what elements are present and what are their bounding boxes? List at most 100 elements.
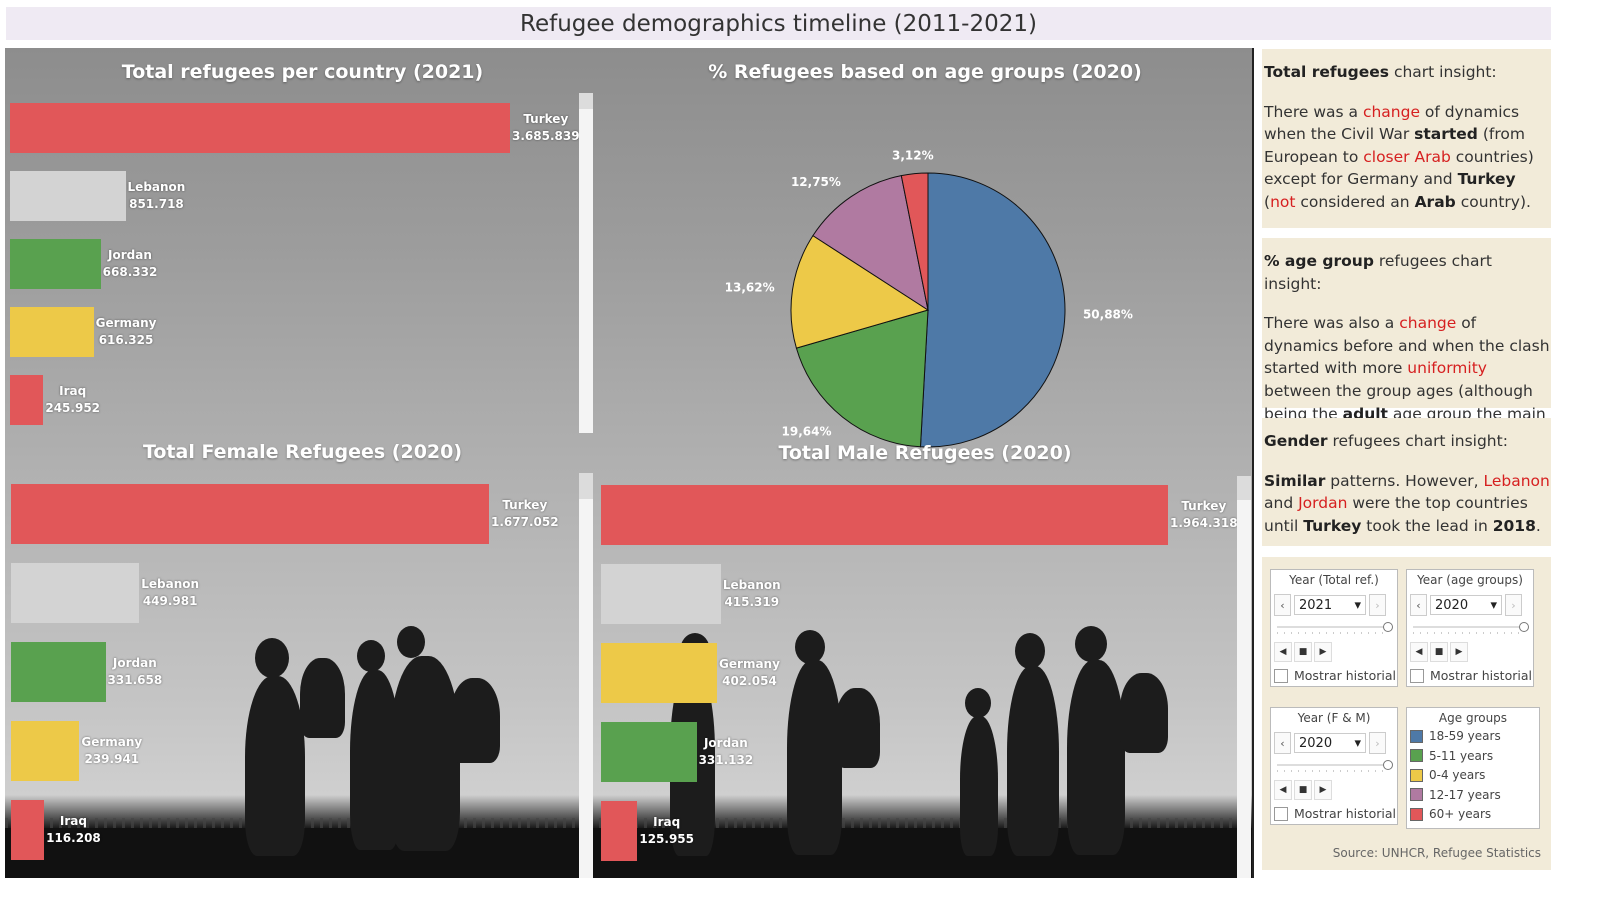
pie-slice-5-11-years[interactable] (795, 309, 929, 448)
chevron-right-icon[interactable]: › (1505, 594, 1522, 616)
year-fm-slider[interactable] (1277, 760, 1393, 772)
text: (from European to (1264, 125, 1525, 166)
show-history-toggle[interactable]: Mostrar historial (1274, 806, 1396, 821)
bar-lebanon[interactable] (11, 563, 140, 623)
slider-knob[interactable] (1383, 760, 1393, 770)
bar-turkey[interactable] (10, 103, 510, 153)
bar-jordan[interactable] (11, 642, 106, 702)
play-forward-icon[interactable]: ▶ (1314, 780, 1332, 800)
legend-item[interactable]: 0-4 years (1410, 767, 1539, 784)
insight-gender-text: Similar patterns. However, Lebanon and J… (1264, 470, 1550, 538)
year-total-select[interactable]: 2021 ▾ (1294, 595, 1366, 615)
bar-jordan[interactable] (601, 722, 697, 782)
play-back-icon[interactable]: ◀ (1274, 642, 1292, 662)
chevron-left-icon[interactable]: ‹ (1274, 594, 1291, 616)
year-age-select[interactable]: 2020 ▾ (1430, 595, 1502, 615)
bar-label: Iraq 125.955 (639, 814, 694, 848)
bar-germany[interactable] (601, 643, 718, 703)
year-fm-select[interactable]: 2020 ▾ (1294, 733, 1366, 753)
emphasis: Turkey (1303, 516, 1362, 535)
chevron-left-icon[interactable]: ‹ (1274, 732, 1291, 754)
bar-category-label: Iraq (59, 384, 87, 398)
emphasis: Arab (1414, 192, 1456, 211)
panel-divider (1252, 48, 1254, 878)
stop-icon[interactable]: ■ (1294, 780, 1312, 800)
select-value: 2020 (1435, 597, 1469, 613)
pie-slice-0-4-years[interactable] (790, 234, 930, 349)
pie-slice-60plus-years[interactable] (900, 172, 929, 311)
bar-lebanon[interactable] (601, 564, 721, 624)
text: considered an (1295, 192, 1415, 211)
chevron-left-icon[interactable]: ‹ (1410, 594, 1427, 616)
insight-total-text: There was a change of dynamics when the … (1264, 101, 1550, 214)
scrollbar-female[interactable] (579, 473, 593, 878)
scrollbar-total[interactable] (579, 93, 593, 433)
slider-knob[interactable] (1519, 622, 1529, 632)
bar-iraq[interactable] (601, 801, 638, 861)
scrollbar-male[interactable] (1237, 476, 1251, 878)
filter-year-age: Year (age groups) ‹ 2020 ▾ › ◀ ■ ▶ Mostra… (1406, 569, 1534, 687)
text: took the lead in (1361, 516, 1493, 535)
text: and (1264, 494, 1299, 513)
legend-item[interactable]: 5-11 years (1410, 748, 1539, 765)
insight-gender: Gender refugees chart insight: Similar p… (1262, 418, 1551, 546)
chevron-right-icon[interactable]: › (1369, 732, 1386, 754)
year-total-slider[interactable] (1277, 622, 1393, 634)
bar-lebanon[interactable] (10, 171, 126, 221)
play-forward-icon[interactable]: ▶ (1314, 642, 1332, 662)
legend-item[interactable]: 12-17 years (1410, 787, 1539, 804)
highlight: Jordan (1298, 494, 1348, 513)
insight-heading-rest: chart insight: (1389, 63, 1497, 81)
play-back-icon[interactable]: ◀ (1410, 642, 1428, 662)
bar-turkey[interactable] (11, 484, 489, 544)
bar-germany[interactable] (11, 721, 80, 781)
play-back-icon[interactable]: ◀ (1274, 780, 1292, 800)
bar-category-label: Turkey (523, 112, 569, 126)
emphasis: started (1414, 125, 1478, 144)
filter-year-total: Year (Total ref.) ‹ 2021 ▾ › ◀ ■ ▶ Mostra… (1270, 569, 1398, 687)
pie-slice-18-59-years[interactable] (919, 172, 1066, 448)
slider-knob[interactable] (1383, 622, 1393, 632)
play-forward-icon[interactable]: ▶ (1450, 642, 1468, 662)
legend-item[interactable]: 60+ years (1410, 806, 1539, 823)
bar-label: Germany 616.325 (96, 315, 157, 349)
bar-turkey[interactable] (601, 485, 1168, 545)
legend-item[interactable]: 18-59 years (1410, 728, 1539, 745)
bar-germany[interactable] (10, 307, 94, 357)
bar-label: Lebanon 851.718 (128, 179, 186, 213)
bar-value-label: 1.677.052 (491, 515, 559, 529)
bar-jordan[interactable] (10, 239, 101, 289)
text: countries) except for Germany and (1264, 147, 1534, 189)
bar-category-label: Jordan (108, 248, 152, 262)
bar-label: Jordan 668.332 (103, 247, 158, 281)
text: country). (1455, 192, 1531, 211)
pie-label: 12,75% (791, 175, 841, 189)
show-history-toggle[interactable]: Mostrar historial (1410, 668, 1532, 683)
bar-value-label: 245.952 (45, 401, 101, 415)
stop-icon[interactable]: ■ (1294, 642, 1312, 662)
pie-slice-12-17-years[interactable] (812, 175, 929, 312)
highlight: uniformity (1407, 359, 1487, 378)
filter-caption: Year (age groups) (1417, 573, 1523, 587)
chevron-right-icon[interactable]: › (1369, 594, 1386, 616)
emphasis: Turkey (1457, 170, 1516, 189)
stop-icon[interactable]: ■ (1430, 642, 1448, 662)
bar-iraq[interactable] (11, 800, 45, 860)
show-history-toggle[interactable]: Mostrar historial (1274, 668, 1396, 683)
legend-swatch (1410, 788, 1423, 802)
chart-age-groups-pie: 50,88% 19,64% 13,62% 12,75% 3,12% (725, 149, 1133, 448)
text: patterns. However, (1325, 471, 1484, 490)
checkbox-label: Mostrar historial (1294, 668, 1396, 683)
bar-value-label: 116.208 (46, 831, 101, 845)
checkbox[interactable] (1274, 668, 1288, 683)
insight-gender-heading: Gender refugees chart insight: (1264, 430, 1550, 453)
bar-category-label: Jordan (112, 656, 157, 670)
filter-row: ‹ 2020 ▾ › (1274, 732, 1386, 754)
checkbox[interactable] (1410, 668, 1424, 683)
legend-caption: Age groups (1438, 711, 1508, 725)
caret-down-icon: ▾ (1354, 735, 1361, 751)
insight-age-heading: % age group refugees chart insight: (1264, 250, 1550, 295)
checkbox[interactable] (1274, 806, 1288, 821)
year-age-slider[interactable] (1413, 622, 1529, 634)
bar-iraq[interactable] (10, 375, 44, 425)
